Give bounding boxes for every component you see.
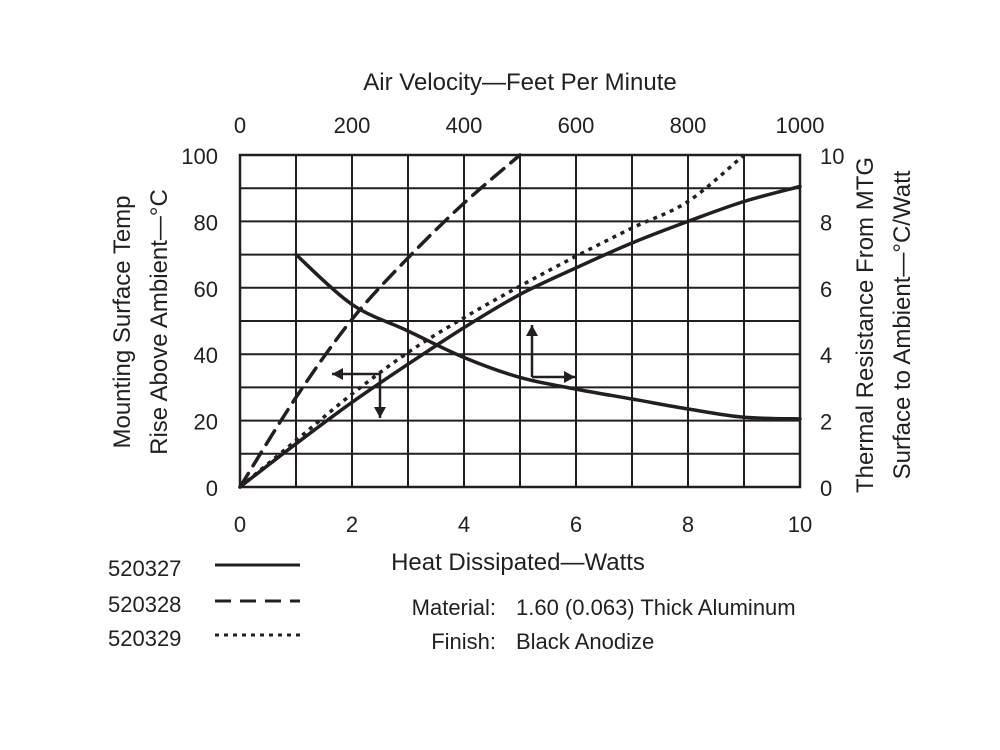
grid — [240, 155, 800, 487]
y-tick-label: 60 — [194, 277, 218, 302]
x-tick-label: 6 — [570, 512, 582, 537]
arrow-left-icon — [332, 368, 380, 380]
arrow-head — [564, 371, 575, 383]
y2-tick-label: 8 — [820, 210, 832, 235]
arrow-head — [374, 407, 386, 418]
y-tick-label: 40 — [194, 343, 218, 368]
y-axis-title-line2: Rise Above Ambient—°C — [146, 189, 173, 455]
arrow-right-icon — [532, 371, 575, 383]
material-value: 1.60 (0.063) Thick Aluminum — [516, 595, 796, 620]
material-notes: Material: 1.60 (0.063) Thick Aluminum Fi… — [412, 595, 796, 654]
arrow-down-icon — [374, 374, 386, 418]
y-tick-label: 100 — [181, 144, 218, 169]
x2-tick-label: 400 — [446, 113, 483, 138]
y2-tick-label: 10 — [820, 144, 844, 169]
y2-axis-title: Thermal Resistance From MTG Surface to A… — [852, 157, 916, 493]
x-tick-label: 4 — [458, 512, 470, 537]
axis-arrows — [332, 325, 575, 418]
arrow-head — [526, 325, 538, 336]
legend: 520327 520328 520329 — [108, 556, 300, 651]
y2-tick-label: 4 — [820, 343, 832, 368]
x-tick-label: 2 — [346, 512, 358, 537]
y-tick-label: 0 — [206, 476, 218, 501]
material-label: Material: — [412, 595, 496, 620]
y2-axis-title-line2: Surface to Ambient—°C/Watt — [889, 170, 916, 479]
x2-tick-label: 1000 — [776, 113, 825, 138]
y-tick-label: 20 — [194, 410, 218, 435]
x2-tick-label: 600 — [558, 113, 595, 138]
x2-axis-title: Air Velocity—Feet Per Minute — [363, 69, 676, 96]
arrow-head — [332, 368, 343, 380]
y-axis-title: Mounting Surface Temp Rise Above Ambient… — [109, 189, 173, 455]
series-520327-temp-rise-line — [238, 184, 802, 489]
x2-tick-label: 800 — [670, 113, 707, 138]
finish-value: Black Anodize — [516, 629, 654, 654]
x2-tick-label: 0 — [234, 113, 246, 138]
x-axis-title: Heat Dissipated—Watts — [391, 549, 645, 576]
series-520327-thermal-resistance-line — [294, 252, 802, 421]
legend-label-520328: 520328 — [108, 592, 181, 617]
x-tick-label: 10 — [788, 512, 812, 537]
y2-tick-label: 0 — [820, 476, 832, 501]
x-tick-label: 0 — [234, 512, 246, 537]
legend-label-520329: 520329 — [108, 626, 181, 651]
finish-label: Finish: — [431, 629, 496, 654]
legend-label-520327: 520327 — [108, 556, 181, 581]
series-520328-temp-rise-line — [238, 153, 522, 489]
y2-tick-label: 6 — [820, 277, 832, 302]
x2-tick-label: 200 — [334, 113, 371, 138]
y2-axis-title-line1: Thermal Resistance From MTG — [852, 157, 879, 493]
series-layer — [238, 153, 802, 489]
arrow-up-icon — [526, 325, 538, 377]
x-tick-label: 8 — [682, 512, 694, 537]
y2-tick-label: 2 — [820, 410, 832, 435]
tick-labels: 0 2 4 6 8 100 200 400 600 800 10000204060801000246… — [181, 113, 844, 537]
y-axis-title-line1: Mounting Surface Temp — [109, 195, 136, 448]
y-tick-label: 80 — [194, 210, 218, 235]
